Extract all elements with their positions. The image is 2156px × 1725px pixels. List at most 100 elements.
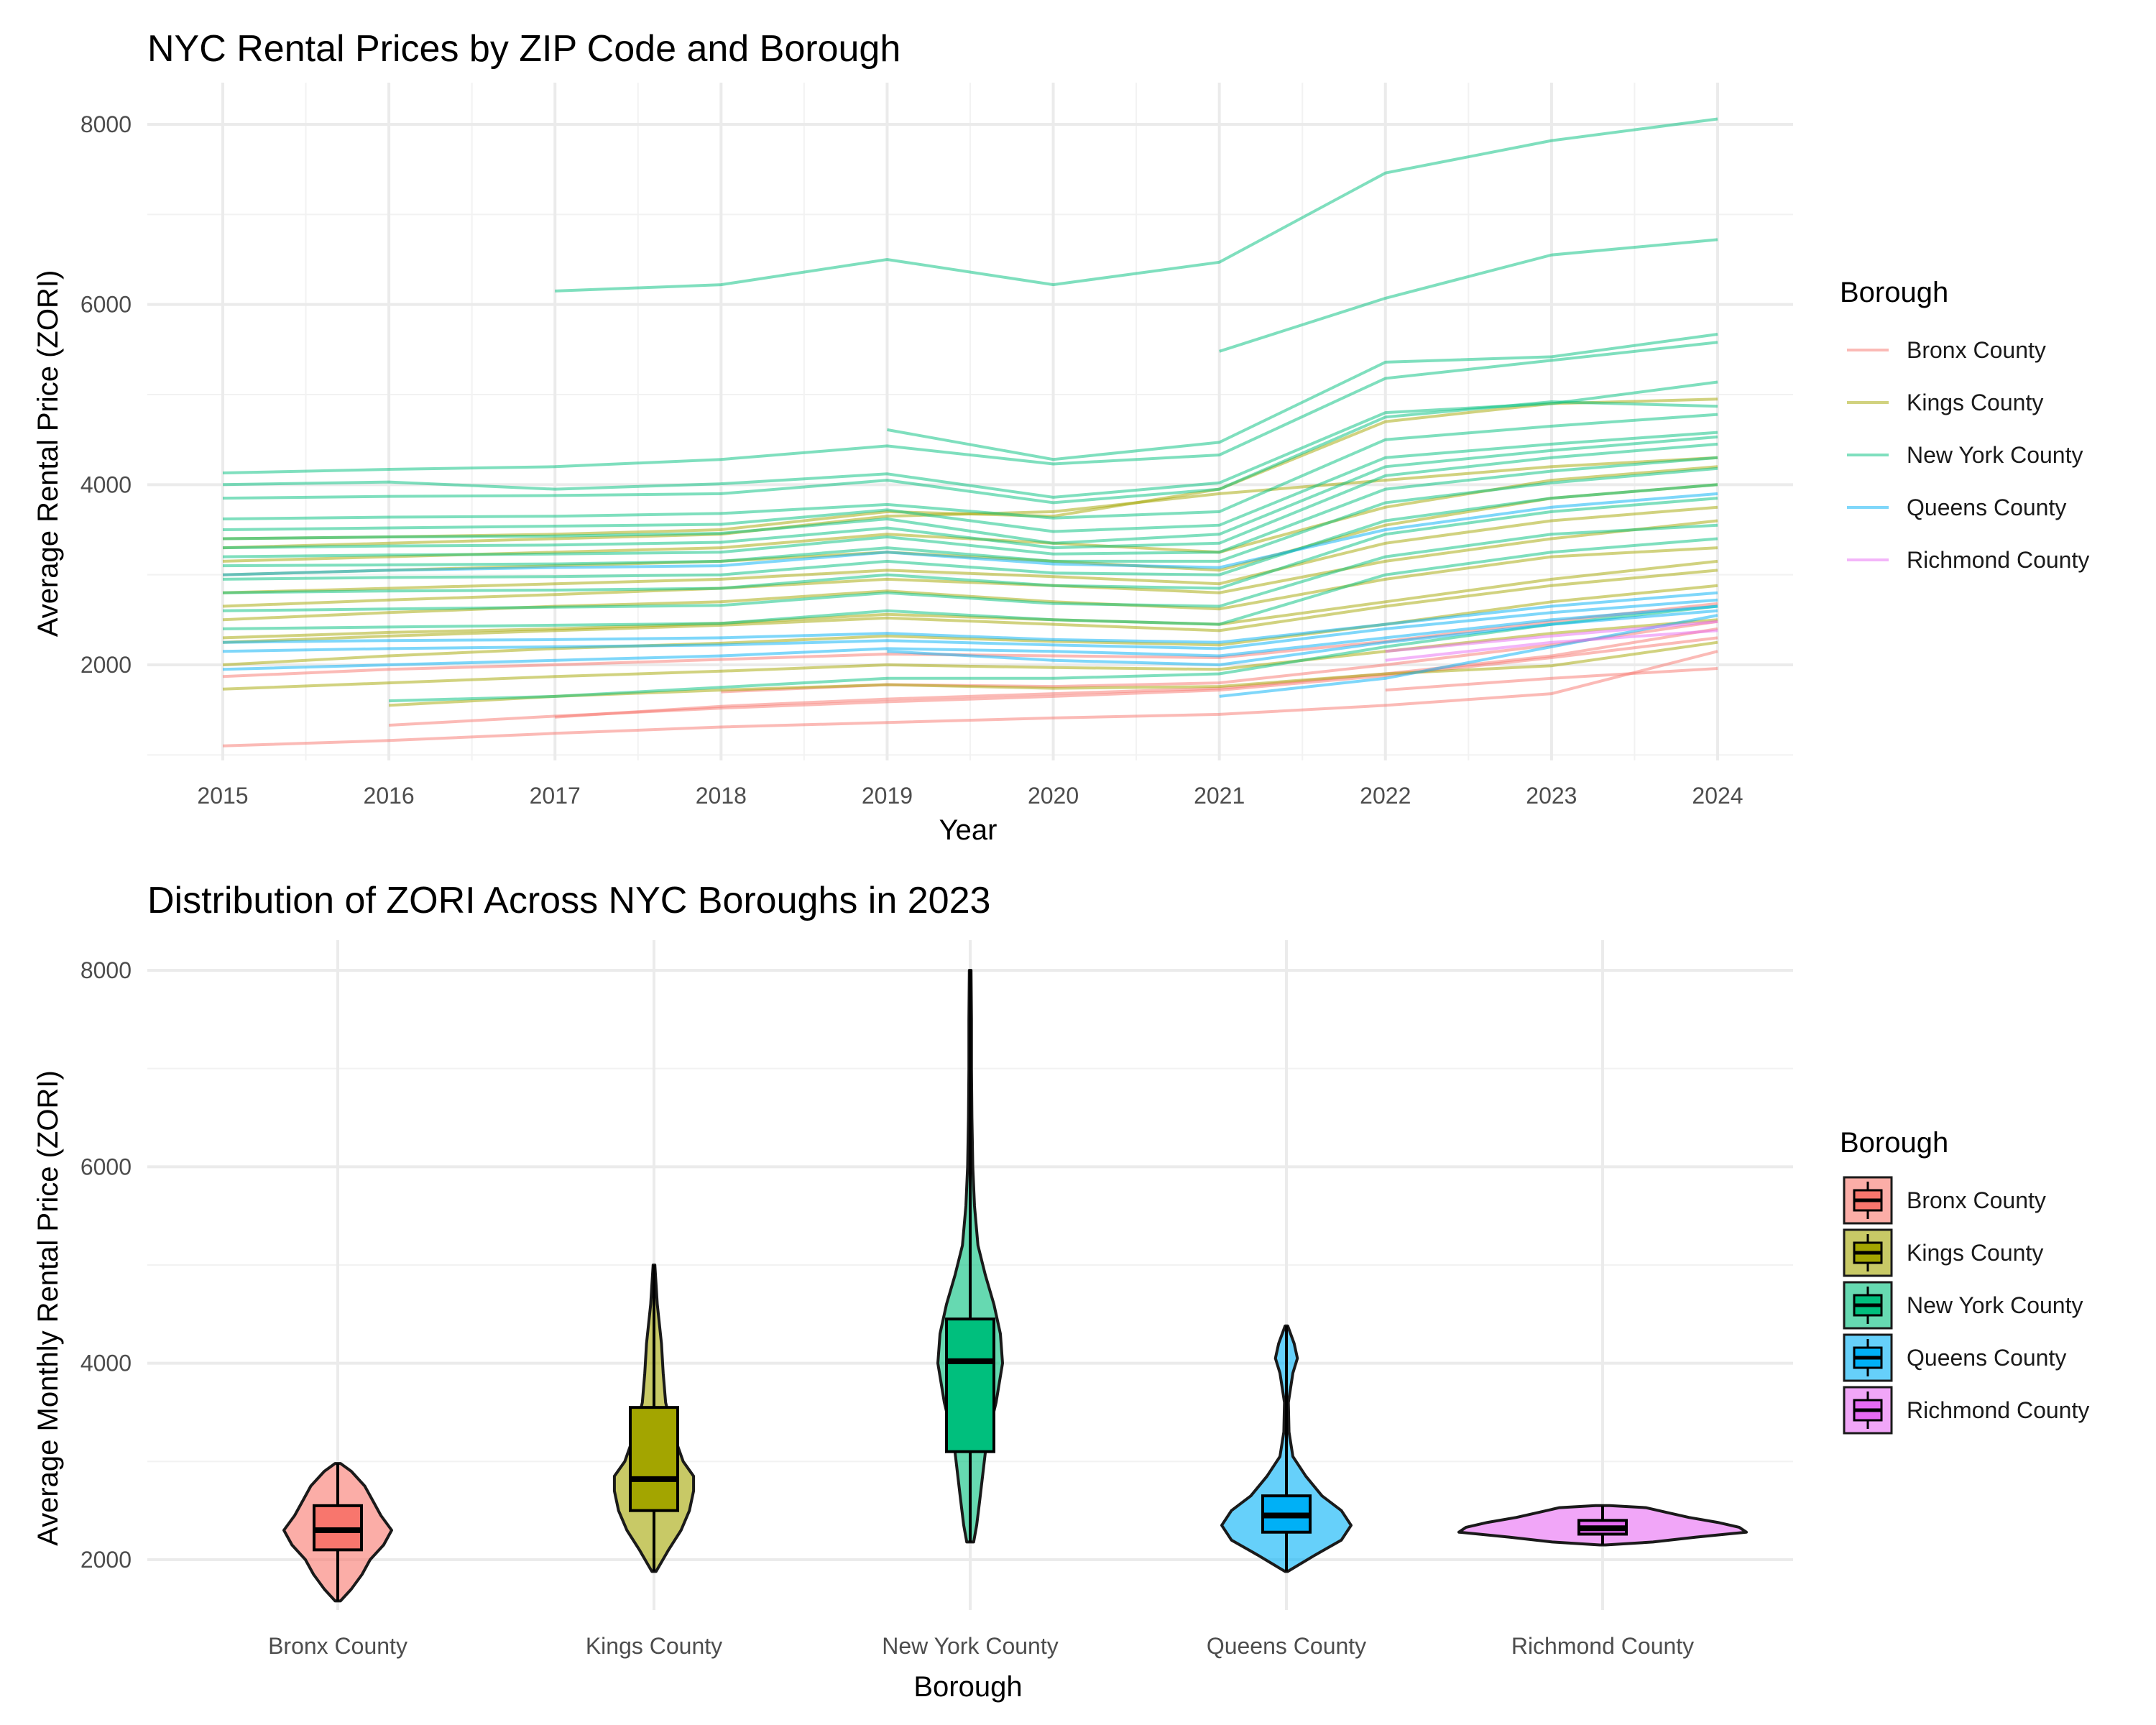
box — [629, 1406, 679, 1512]
series-line — [222, 591, 1718, 644]
x-tick-label: 2022 — [1360, 783, 1411, 809]
violin-group — [1457, 1504, 1748, 1547]
violin-group — [1220, 1324, 1353, 1573]
chart-title: NYC Rental Prices by ZIP Code and Boroug… — [147, 28, 900, 70]
series-line — [1385, 620, 1718, 653]
series-line — [1219, 614, 1718, 698]
violin-group — [612, 1264, 696, 1573]
legend-item: Queens County — [1847, 494, 2066, 520]
violin-group — [282, 1462, 393, 1603]
x-tick-label: Richmond County — [1511, 1633, 1694, 1659]
y-tick-label: 4000 — [80, 1351, 132, 1376]
series-line — [222, 604, 1718, 671]
series-line — [222, 650, 1718, 748]
series-line — [222, 584, 1718, 666]
x-tick-label: 2019 — [862, 783, 913, 809]
violin-group — [936, 969, 1004, 1544]
series-line — [222, 400, 1718, 505]
series-line — [389, 604, 1718, 703]
y-axis-title: Average Monthly Rental Price (ZORI) — [32, 1070, 64, 1546]
x-tick-label: 2023 — [1526, 783, 1577, 809]
y-axis-title: Average Rental Price (ZORI) — [32, 270, 64, 638]
series-line — [222, 523, 1718, 612]
legend-title: Borough — [1840, 277, 1948, 308]
x-tick-label: New York County — [882, 1633, 1058, 1659]
legend-label: Queens County — [1907, 494, 2066, 520]
legend-label: New York County — [1907, 1292, 2083, 1318]
series-line — [222, 492, 1718, 576]
x-tick-label: Queens County — [1207, 1633, 1366, 1659]
line-chart: NYC Rental Prices by ZIP Code and Boroug… — [32, 28, 2089, 846]
x-tick-label: Bronx County — [268, 1633, 407, 1659]
legend-title: Borough — [1840, 1127, 1948, 1159]
series-lines — [222, 117, 1718, 748]
y-tick-label: 2000 — [80, 652, 132, 678]
series-line — [222, 537, 1718, 630]
series-line — [222, 519, 1718, 608]
y-tick-label: 6000 — [80, 1154, 132, 1179]
legend-item: New York County — [1847, 442, 2083, 468]
legend-item: Kings County — [1843, 1228, 2043, 1277]
x-axis-title: Borough — [913, 1671, 1022, 1703]
series-line — [222, 456, 1718, 558]
y-tick-label: 4000 — [80, 472, 132, 497]
legend-item: Queens County — [1843, 1333, 2066, 1382]
y-axis-ticks: 2000 4000 6000 8000 — [80, 957, 132, 1573]
series-line — [222, 466, 1718, 568]
x-tick-label: 2015 — [197, 783, 248, 809]
legend-label: New York County — [1907, 442, 2083, 468]
x-tick-label: 2021 — [1194, 783, 1245, 809]
y-axis-ticks: 2000 4000 6000 8000 — [80, 111, 132, 678]
legend-item: Bronx County — [1843, 1176, 2046, 1225]
legend-label: Kings County — [1907, 1240, 2043, 1266]
series-line — [1219, 238, 1718, 353]
legend-item: Kings County — [1847, 390, 2043, 415]
legend-label: Bronx County — [1907, 1187, 2046, 1213]
legend-label: Richmond County — [1907, 1397, 2089, 1423]
legend: Borough Bronx County Kings County New York… — [1840, 277, 2089, 573]
series-line — [222, 341, 1718, 474]
series-line — [222, 483, 1718, 581]
legend-label: Kings County — [1907, 390, 2043, 415]
legend: Borough Bronx County Kings County New York… — [1840, 1127, 2089, 1435]
x-axis-ticks: 2015 2016 2017 2018 2019 2020 2021 2022 2023 2024 — [197, 783, 1743, 809]
series-line — [1385, 667, 1718, 692]
x-tick-label: 2017 — [530, 783, 581, 809]
violins — [282, 969, 1748, 1603]
series-line — [887, 609, 1718, 667]
y-tick-label: 6000 — [80, 292, 132, 318]
legend-item: New York County — [1843, 1281, 2083, 1330]
series-line — [222, 569, 1718, 644]
series-line — [222, 435, 1718, 545]
legend-label: Bronx County — [1907, 337, 2046, 363]
x-tick-label: 2016 — [364, 783, 415, 809]
chart-title: Distribution of ZORI Across NYC Boroughs… — [147, 880, 990, 921]
x-axis-ticks: Bronx County Kings County New York County Q… — [268, 1633, 1694, 1659]
x-tick-label: 2020 — [1028, 783, 1079, 809]
series-line — [222, 413, 1718, 520]
box — [945, 1317, 995, 1453]
x-tick-label: 2024 — [1692, 783, 1743, 809]
legend-item: Bronx County — [1847, 337, 2046, 363]
legend-label: Queens County — [1907, 1345, 2066, 1371]
series-line — [222, 431, 1718, 533]
legend-label: Richmond County — [1907, 547, 2089, 573]
series-line — [222, 497, 1718, 594]
x-axis-title: Year — [939, 814, 998, 846]
series-line — [1385, 629, 1718, 662]
y-tick-label: 8000 — [80, 957, 132, 983]
series-line — [222, 505, 1718, 594]
legend-item: Richmond County — [1847, 547, 2089, 573]
x-tick-label: 2018 — [696, 783, 747, 809]
series-line — [222, 598, 1718, 653]
series-line — [555, 117, 1718, 293]
violin-chart: Distribution of ZORI Across NYC Boroughs… — [32, 880, 2089, 1703]
series-line — [887, 333, 1718, 461]
legend-item: Richmond County — [1843, 1386, 2089, 1435]
series-line — [222, 559, 1718, 640]
series-line — [222, 442, 1718, 550]
series-line — [555, 627, 1718, 719]
y-tick-label: 2000 — [80, 1547, 132, 1573]
y-tick-label: 8000 — [80, 111, 132, 137]
